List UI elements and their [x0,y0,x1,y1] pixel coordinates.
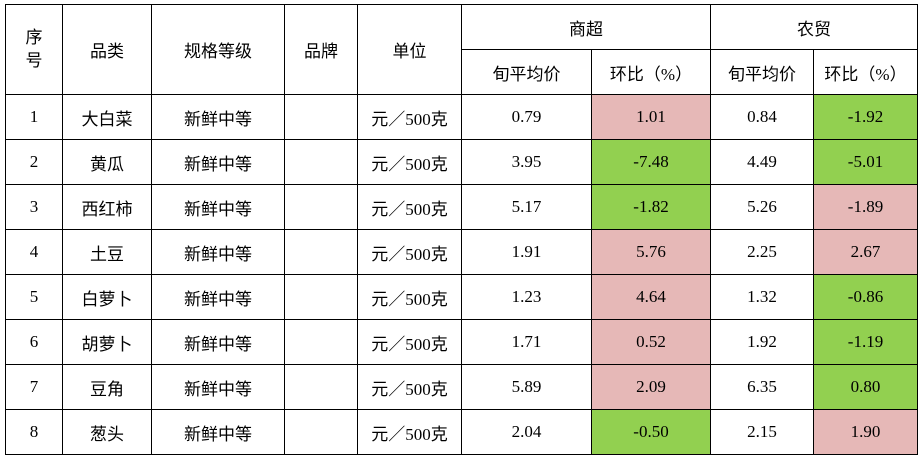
fm-price-cell: 0.84 [710,94,814,140]
category-cell: 豆角 [62,364,152,410]
fm-price-cell: 1.92 [710,319,814,365]
unit-cell: 元／500克 [357,229,462,275]
spec-cell: 新鲜中等 [151,184,285,230]
seq-cell: 7 [5,364,63,410]
sm-price-cell: 5.17 [461,184,592,230]
sm-mom-cell: 4.64 [591,274,711,320]
fm-mom-cell: 0.80 [813,364,918,410]
sm-mom-cell: -7.48 [591,139,711,185]
header-row-1: 序 号 品类 规格等级 品牌 单位 商超 农贸 [5,4,918,95]
sm-mom-cell: 1.01 [591,94,711,140]
spec-cell: 新鲜中等 [151,274,285,320]
brand-cell [284,409,358,455]
sm-price-cell: 1.91 [461,229,592,275]
seq-cell: 6 [5,319,63,365]
brand-cell [284,319,358,365]
table-row: 2 黄瓜 新鲜中等 元／500克 3.95 -7.48 4.49 -5.01 [5,139,918,185]
category-cell: 黄瓜 [62,139,152,185]
seq-cell: 5 [5,274,63,320]
category-cell: 胡萝卜 [62,319,152,365]
price-table: 序 号 品类 规格等级 品牌 单位 商超 农贸 旬平均价 环比（%） 旬平均价 … [5,4,918,455]
sm-price-cell: 1.23 [461,274,592,320]
header-unit: 单位 [357,4,462,95]
spec-cell: 新鲜中等 [151,139,285,185]
fm-mom-cell: -1.19 [813,319,918,365]
sm-mom-cell: 2.09 [591,364,711,410]
category-cell: 西红柿 [62,184,152,230]
header-category: 品类 [62,4,152,95]
header-farmers-market: 农贸 [710,4,918,50]
unit-cell: 元／500克 [357,139,462,185]
header-sm-avg-price: 旬平均价 [461,49,592,95]
table-row: 5 白萝卜 新鲜中等 元／500克 1.23 4.64 1.32 -0.86 [5,274,918,320]
fm-mom-cell: -1.92 [813,94,918,140]
brand-cell [284,94,358,140]
sm-price-cell: 0.79 [461,94,592,140]
fm-price-cell: 2.25 [710,229,814,275]
sm-price-cell: 3.95 [461,139,592,185]
seq-cell: 1 [5,94,63,140]
fm-price-cell: 1.32 [710,274,814,320]
category-cell: 大白菜 [62,94,152,140]
header-fm-mom: 环比（%） [813,49,918,95]
fm-mom-cell: 1.90 [813,409,918,455]
brand-cell [284,274,358,320]
brand-cell [284,364,358,410]
category-cell: 土豆 [62,229,152,275]
sm-mom-cell: 5.76 [591,229,711,275]
fm-mom-cell: 2.67 [813,229,918,275]
unit-cell: 元／500克 [357,184,462,230]
seq-cell: 8 [5,409,63,455]
brand-cell [284,229,358,275]
header-sm-mom: 环比（%） [591,49,711,95]
fm-mom-cell: -1.89 [813,184,918,230]
seq-cell: 3 [5,184,63,230]
table-row: 1 大白菜 新鲜中等 元／500克 0.79 1.01 0.84 -1.92 [5,94,918,140]
table-row: 6 胡萝卜 新鲜中等 元／500克 1.71 0.52 1.92 -1.19 [5,319,918,365]
unit-cell: 元／500克 [357,409,462,455]
sm-price-cell: 2.04 [461,409,592,455]
header-fm-avg-price: 旬平均价 [710,49,814,95]
unit-cell: 元／500克 [357,364,462,410]
brand-cell [284,184,358,230]
spec-cell: 新鲜中等 [151,409,285,455]
seq-cell: 2 [5,139,63,185]
unit-cell: 元／500克 [357,94,462,140]
spec-cell: 新鲜中等 [151,364,285,410]
unit-cell: 元／500克 [357,274,462,320]
header-row-2: 旬平均价 环比（%） 旬平均价 环比（%） [6,49,918,95]
category-cell: 白萝卜 [62,274,152,320]
header-brand: 品牌 [284,4,358,95]
spec-cell: 新鲜中等 [151,94,285,140]
table-row: 7 豆角 新鲜中等 元／500克 5.89 2.09 6.35 0.80 [5,364,918,410]
category-cell: 葱头 [62,409,152,455]
brand-cell [284,139,358,185]
table-row: 4 土豆 新鲜中等 元／500克 1.91 5.76 2.25 2.67 [5,229,918,275]
header-seq: 序 号 [5,4,63,95]
fm-mom-cell: -5.01 [813,139,918,185]
unit-cell: 元／500克 [357,319,462,365]
sm-mom-cell: 0.52 [591,319,711,365]
fm-price-cell: 4.49 [710,139,814,185]
table-container: 序 号 品类 规格等级 品牌 单位 商超 农贸 旬平均价 环比（%） 旬平均价 … [5,4,921,455]
header-spec: 规格等级 [151,4,285,95]
sm-price-cell: 1.71 [461,319,592,365]
sm-mom-cell: -0.50 [591,409,711,455]
table-row: 3 西红柿 新鲜中等 元／500克 5.17 -1.82 5.26 -1.89 [5,184,918,230]
table-row: 8 葱头 新鲜中等 元／500克 2.04 -0.50 2.15 1.90 [5,409,918,455]
fm-price-cell: 5.26 [710,184,814,230]
sm-price-cell: 5.89 [461,364,592,410]
spec-cell: 新鲜中等 [151,319,285,365]
sm-mom-cell: -1.82 [591,184,711,230]
seq-cell: 4 [5,229,63,275]
fm-mom-cell: -0.86 [813,274,918,320]
header-supermarket: 商超 [461,4,711,50]
fm-price-cell: 6.35 [710,364,814,410]
fm-price-cell: 2.15 [710,409,814,455]
spec-cell: 新鲜中等 [151,229,285,275]
